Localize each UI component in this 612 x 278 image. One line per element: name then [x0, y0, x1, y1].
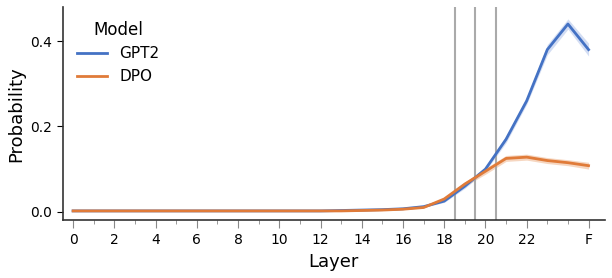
GPT2	[90, 209, 97, 213]
GPT2	[461, 185, 469, 188]
DPO	[564, 161, 572, 164]
DPO	[461, 182, 469, 186]
DPO	[193, 209, 201, 213]
DPO	[214, 209, 221, 213]
GPT2	[132, 209, 139, 213]
DPO	[379, 208, 386, 212]
DPO	[152, 209, 159, 213]
X-axis label: Layer: Layer	[308, 253, 359, 271]
GPT2	[441, 199, 448, 203]
GPT2	[337, 209, 345, 212]
Line: GPT2: GPT2	[73, 24, 589, 211]
GPT2	[173, 209, 180, 213]
Legend: GPT2, DPO: GPT2, DPO	[70, 14, 166, 90]
GPT2	[255, 209, 263, 213]
GPT2	[523, 99, 531, 103]
GPT2	[193, 209, 201, 213]
GPT2	[543, 48, 551, 51]
Line: DPO: DPO	[73, 157, 589, 211]
DPO	[502, 157, 510, 160]
DPO	[296, 209, 304, 213]
GPT2	[420, 205, 427, 208]
GPT2	[564, 22, 572, 26]
Y-axis label: Probability: Probability	[7, 66, 25, 162]
DPO	[482, 170, 489, 173]
DPO	[132, 209, 139, 213]
GPT2	[585, 48, 592, 51]
DPO	[173, 209, 180, 213]
GPT2	[379, 208, 386, 211]
GPT2	[152, 209, 159, 213]
GPT2	[502, 138, 510, 141]
DPO	[69, 209, 76, 213]
DPO	[275, 209, 283, 213]
GPT2	[214, 209, 221, 213]
GPT2	[234, 209, 242, 213]
DPO	[585, 164, 592, 167]
DPO	[255, 209, 263, 213]
GPT2	[482, 167, 489, 171]
GPT2	[111, 209, 118, 213]
DPO	[317, 209, 324, 213]
DPO	[420, 206, 427, 209]
DPO	[441, 197, 448, 201]
GPT2	[399, 207, 406, 210]
GPT2	[317, 209, 324, 213]
DPO	[234, 209, 242, 213]
DPO	[543, 159, 551, 162]
GPT2	[296, 209, 304, 213]
DPO	[90, 209, 97, 213]
GPT2	[358, 208, 365, 212]
DPO	[358, 209, 365, 212]
DPO	[399, 208, 406, 211]
GPT2	[69, 209, 76, 213]
DPO	[337, 209, 345, 213]
DPO	[523, 155, 531, 159]
DPO	[111, 209, 118, 213]
GPT2	[275, 209, 283, 213]
